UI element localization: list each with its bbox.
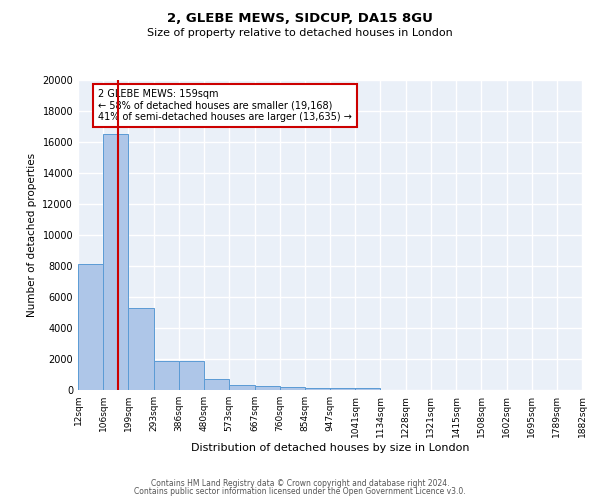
Bar [154,362,179,390]
Text: 2 GLEBE MEWS: 159sqm
← 58% of detached houses are smaller (19,168)
41% of semi-d: 2 GLEBE MEWS: 159sqm ← 58% of detached h… [98,90,352,122]
Bar [103,134,128,390]
Bar [128,308,154,390]
Bar [355,388,380,390]
Text: 2, GLEBE MEWS, SIDCUP, DA15 8GU: 2, GLEBE MEWS, SIDCUP, DA15 8GU [167,12,433,26]
Bar [78,264,103,390]
Y-axis label: Number of detached properties: Number of detached properties [27,153,37,317]
Bar [204,379,229,390]
X-axis label: Distribution of detached houses by size in London: Distribution of detached houses by size … [191,442,469,452]
Bar [280,387,305,390]
Text: Contains public sector information licensed under the Open Government Licence v3: Contains public sector information licen… [134,487,466,496]
Bar [305,388,330,390]
Text: Size of property relative to detached houses in London: Size of property relative to detached ho… [147,28,453,38]
Text: Contains HM Land Registry data © Crown copyright and database right 2024.: Contains HM Land Registry data © Crown c… [151,478,449,488]
Bar [229,386,254,390]
Bar [179,362,204,390]
Bar [330,388,355,390]
Bar [254,386,280,390]
